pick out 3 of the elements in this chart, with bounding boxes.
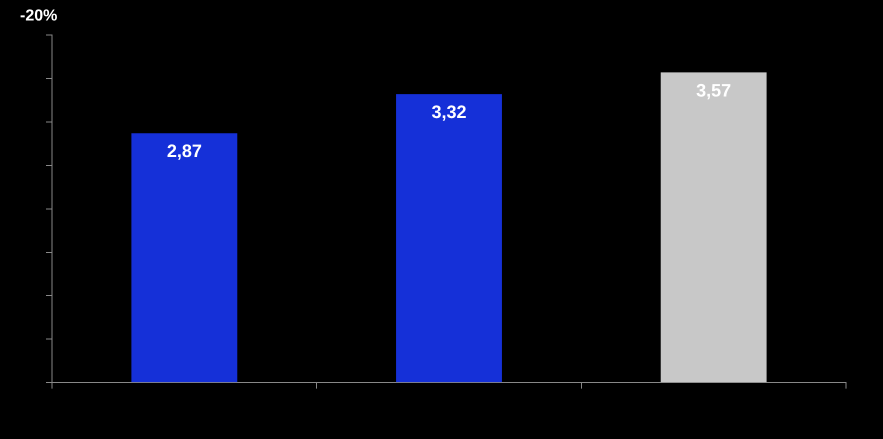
data-label: 2,87: [166, 141, 202, 162]
text: -20%: [20, 7, 58, 24]
data-label: 3,32: [431, 102, 467, 122]
